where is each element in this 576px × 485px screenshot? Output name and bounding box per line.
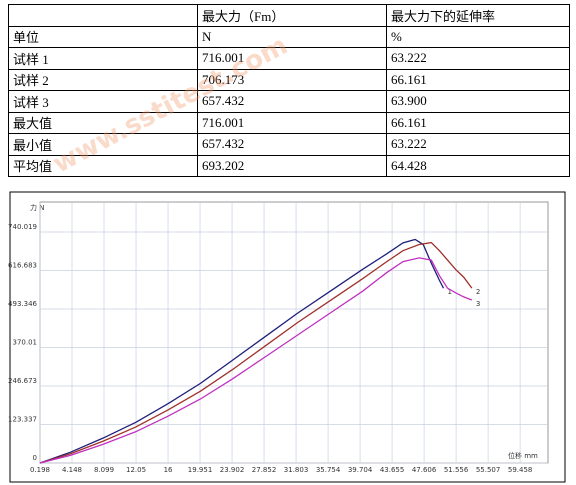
curve-label: 3 (476, 300, 480, 308)
cell: 63.222 (386, 133, 570, 156)
x-tick-label: 23.902 (220, 466, 245, 474)
y-axis-label: 力 N (30, 203, 44, 212)
header-row: 最大力（Fm） 最大力下的延伸率 (8, 4, 570, 27)
cell: 最大力下的延伸率 (386, 4, 570, 27)
results-table: 最大力（Fm） 最大力下的延伸率 单位 N% 试样 1 716.001 63.222 试样… (8, 4, 570, 177)
x-tick-label: 12.05 (126, 466, 146, 474)
y-tick-label: 616.683 (8, 261, 37, 269)
cell: 66.161 (386, 68, 570, 91)
row: 最小值 657.432 63.222 (8, 133, 570, 156)
cell: 706.173 (197, 68, 387, 91)
frame (9, 191, 566, 483)
cell: 66.161 (386, 111, 570, 134)
cell: 试样 2 (8, 68, 198, 91)
cell: 716.001 (197, 111, 387, 134)
x-axis-label: 位移 mm (508, 451, 538, 460)
chart: 力 N 位移 mm 0.198 4.148 8.099 12.05 16 19.951 23… (8, 191, 566, 483)
row: 试样 3 657.432 63.900 (8, 90, 570, 113)
y-tick-label: 493.346 (8, 300, 37, 308)
x-tick-label: 0.198 (30, 466, 50, 474)
cell: 63.900 (386, 90, 570, 113)
cell: % (386, 25, 570, 48)
cell: 657.432 (197, 133, 387, 156)
x-tick-label: 55.507 (476, 466, 501, 474)
x-tick-label: 4.148 (62, 466, 82, 474)
row: 试样 2 706.173 66.161 (8, 68, 570, 91)
x-tick-label: 39.704 (348, 466, 373, 474)
cell: 单位 (8, 25, 198, 48)
curve-label: 1 (447, 288, 451, 296)
cell: 最大力（Fm） (197, 4, 387, 27)
row: 平均值 693.202 64.428 (8, 154, 570, 177)
y-tick-label: 740.019 (8, 223, 37, 231)
cell: 试样 3 (8, 90, 198, 113)
cell: 试样 1 (8, 47, 198, 70)
x-tick-label: 35.754 (316, 466, 341, 474)
cell: 64.428 (386, 154, 570, 177)
cell: 最小值 (8, 133, 198, 156)
data-line (39, 257, 473, 464)
x-tick-label: 43.655 (380, 466, 405, 474)
data-line (39, 241, 473, 464)
row: 试样 1 716.001 63.222 (8, 47, 570, 70)
x-tick-label: 19.951 (188, 466, 213, 474)
x-tick-label: 8.099 (94, 466, 114, 474)
data-line (39, 238, 445, 464)
y-tick-label: 246.673 (8, 377, 37, 385)
y-tick-label: 123.337 (8, 415, 37, 423)
cell: 63.222 (386, 47, 570, 70)
cell: N (197, 25, 387, 48)
y-tick-label: 370.01 (13, 338, 38, 346)
cell: 平均值 (8, 154, 198, 177)
x-tick-label: 16 (164, 466, 173, 474)
cell: 693.202 (197, 154, 387, 177)
row: 最大值 716.001 66.161 (8, 111, 570, 134)
row: 单位 N% (8, 25, 570, 48)
curve-label: 2 (476, 288, 480, 296)
cell: 657.432 (197, 90, 387, 113)
cell (8, 4, 198, 27)
x-tick-label: 47.606 (412, 466, 437, 474)
x-tick-label: 59.458 (508, 466, 533, 474)
y-tick-label: 0 (33, 454, 37, 462)
plot-area (39, 201, 549, 464)
x-tick-label: 31.803 (284, 466, 309, 474)
x-tick-label: 51.556 (444, 466, 469, 474)
x-tick-label: 27.852 (252, 466, 277, 474)
